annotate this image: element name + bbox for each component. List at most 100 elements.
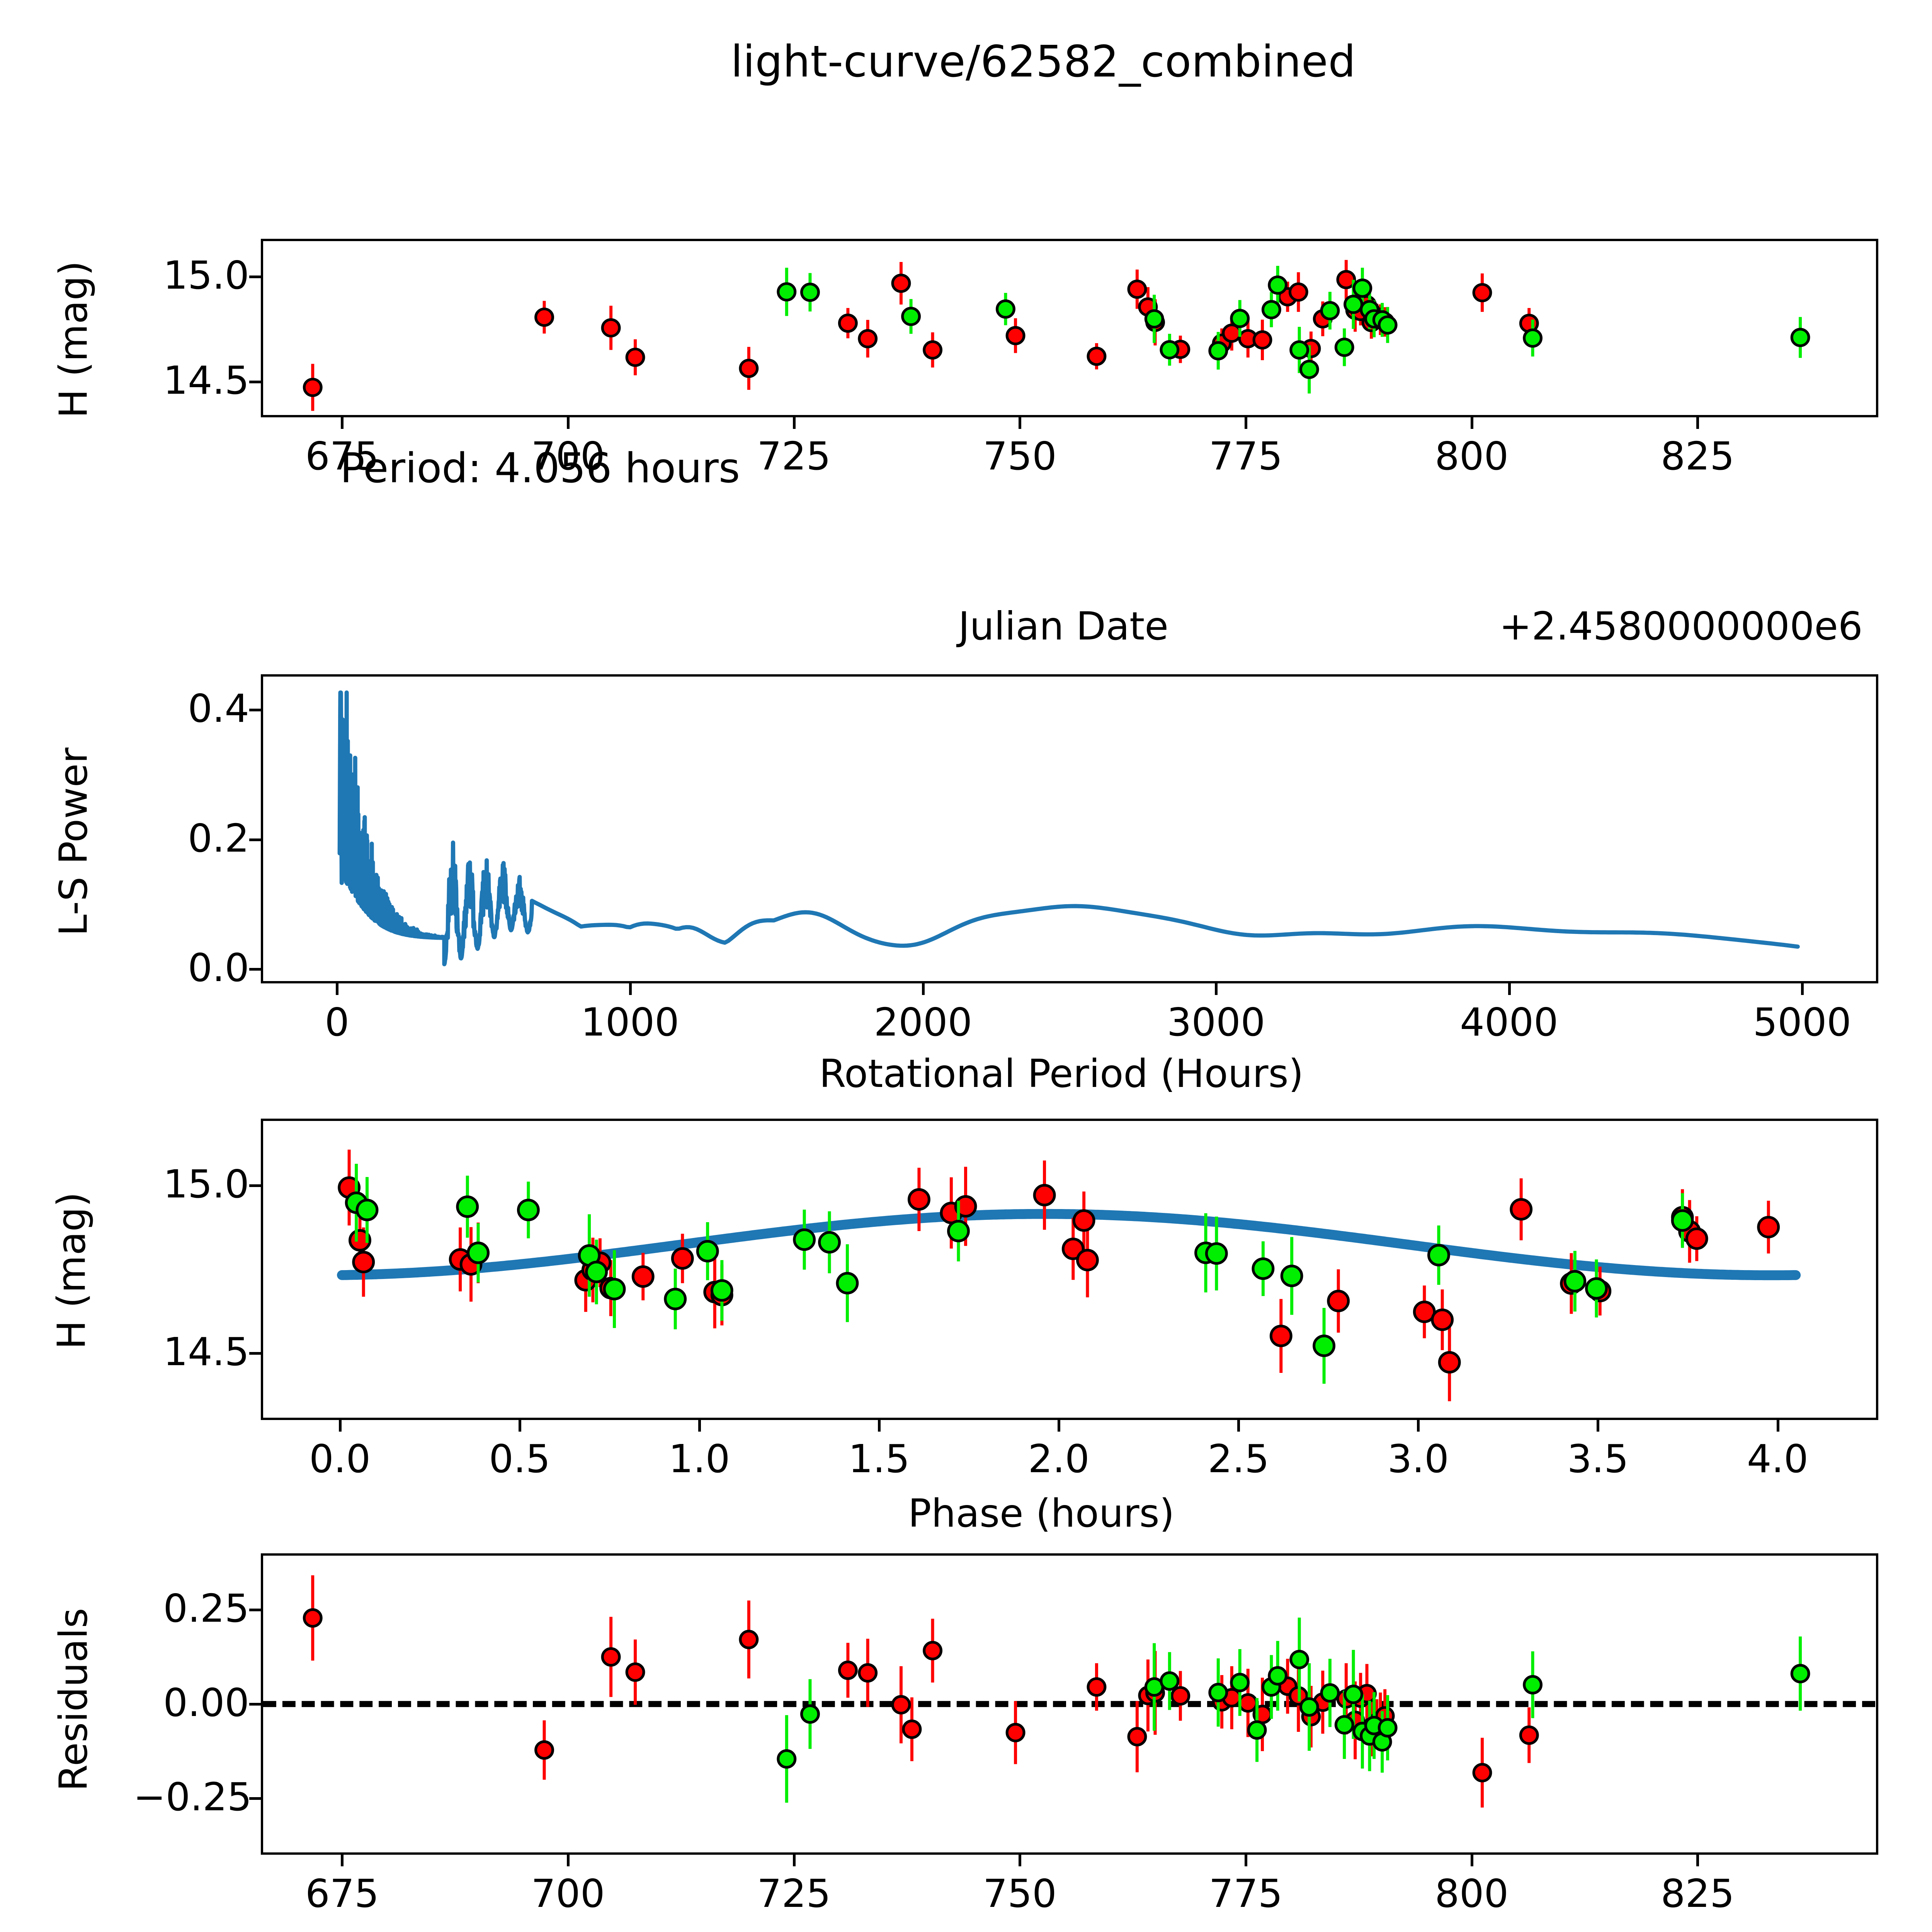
data-point [1344, 1684, 1363, 1704]
p3-xtick-mark [1776, 1420, 1779, 1432]
data-point [923, 340, 942, 360]
p3-xtick-mark [878, 1420, 881, 1432]
data-point [777, 282, 797, 302]
data-point [1320, 301, 1340, 320]
p4-xtick-mark [567, 1855, 570, 1866]
period-annotation: Period: 4.056 hours [340, 444, 740, 492]
data-point [467, 1242, 490, 1264]
p2-ytick-label: 0.0 [187, 945, 249, 991]
p3-ytick-label: 15.0 [163, 1162, 249, 1207]
panel2-x-axis-label: Rotational Period (Hours) [819, 1051, 1304, 1096]
data-point [696, 1240, 719, 1263]
data-point [1252, 330, 1272, 350]
data-point [1334, 1715, 1354, 1735]
data-point [625, 347, 645, 367]
data-point [585, 1260, 608, 1283]
data-point [800, 282, 820, 302]
data-point [1472, 283, 1492, 303]
p4-xtick-label: 800 [1435, 1871, 1509, 1916]
data-point [739, 359, 759, 378]
p4-ytick-mark [249, 1609, 261, 1612]
panel1-x-offset-text: +2.4580000000e6 [1499, 604, 1863, 649]
data-point [1299, 360, 1319, 379]
p2-xtick-label: 4000 [1460, 1000, 1558, 1045]
data-point [777, 1749, 797, 1769]
p3-xtick-label: 3.0 [1387, 1436, 1449, 1481]
p2-ytick-label: 0.4 [187, 686, 249, 731]
p2-ytick-mark [249, 968, 261, 971]
p1-xtick-label: 775 [1209, 434, 1283, 479]
data-point [534, 308, 554, 327]
series-green [777, 1617, 1810, 1803]
data-point [1208, 341, 1228, 361]
data-point [1378, 1718, 1398, 1738]
data-point [1510, 1198, 1533, 1221]
data-point [355, 1199, 379, 1221]
p3-xtick-mark [1597, 1420, 1600, 1432]
data-point [1320, 1683, 1340, 1703]
data-point [603, 1278, 626, 1301]
p1-ytick-mark [249, 380, 261, 383]
p1-xtick-label: 700 [531, 434, 605, 479]
series-green [777, 266, 1810, 394]
data-point [891, 274, 911, 293]
data-point [739, 1629, 759, 1650]
data-point [858, 329, 878, 349]
data-point [1563, 1270, 1587, 1293]
data-point [601, 1647, 621, 1667]
data-point [818, 1231, 841, 1254]
data-point [1033, 1184, 1056, 1207]
panel4-y-axis-label: Residuals [51, 1608, 96, 1791]
data-point [1127, 1727, 1147, 1747]
p3-xtick-mark [1417, 1420, 1420, 1432]
data-point [601, 318, 621, 338]
data-point [1280, 1265, 1303, 1287]
data-point [1160, 340, 1180, 359]
data-point [996, 299, 1015, 319]
data-point [1438, 1351, 1461, 1374]
data-point [1685, 1227, 1708, 1250]
p4-ytick-mark [249, 1797, 261, 1800]
panel3-y-axis-label: H (mag) [49, 1192, 94, 1350]
data-point [631, 1265, 655, 1288]
data-point [1087, 347, 1107, 366]
data-point [838, 1660, 858, 1680]
p2-xtick-mark [922, 983, 925, 995]
data-point [1005, 1723, 1026, 1743]
data-point [1585, 1277, 1608, 1300]
data-point [1005, 326, 1026, 345]
p1-xtick-label: 725 [757, 434, 831, 479]
p1-xtick-label: 675 [305, 434, 379, 479]
data-point [891, 1695, 911, 1715]
data-point [1431, 1308, 1454, 1331]
p3-xtick-mark [1058, 1420, 1061, 1432]
data-point [1268, 275, 1288, 295]
panel-residuals [261, 1553, 1878, 1855]
series-red [338, 1150, 1780, 1401]
data-point [1076, 1249, 1099, 1272]
data-point [947, 1219, 970, 1243]
data-point [1127, 279, 1147, 299]
data-point [1144, 309, 1164, 329]
p2-xtick-mark [1215, 983, 1218, 995]
data-point [1757, 1216, 1780, 1238]
p4-ytick-mark [249, 1703, 261, 1706]
data-point [901, 306, 921, 326]
p3-ytick-mark [249, 1184, 261, 1187]
p2-xtick-mark [336, 983, 339, 995]
p4-xtick-mark [1470, 1855, 1473, 1866]
p3-ytick-label: 14.5 [163, 1329, 249, 1374]
p3-xtick-mark [1237, 1420, 1240, 1432]
p3-xtick-label: 1.5 [848, 1436, 910, 1481]
p4-xtick-mark [793, 1855, 796, 1866]
data-point [1790, 1664, 1810, 1684]
p3-xtick-label: 0.5 [489, 1436, 551, 1481]
p4-xtick-label: 775 [1209, 1871, 1283, 1916]
p1-ytick-label: 15.0 [163, 252, 249, 298]
data-point [1378, 315, 1398, 335]
data-point [793, 1228, 816, 1251]
data-point [1344, 294, 1363, 314]
data-point [517, 1199, 540, 1221]
data-point [858, 1663, 878, 1683]
